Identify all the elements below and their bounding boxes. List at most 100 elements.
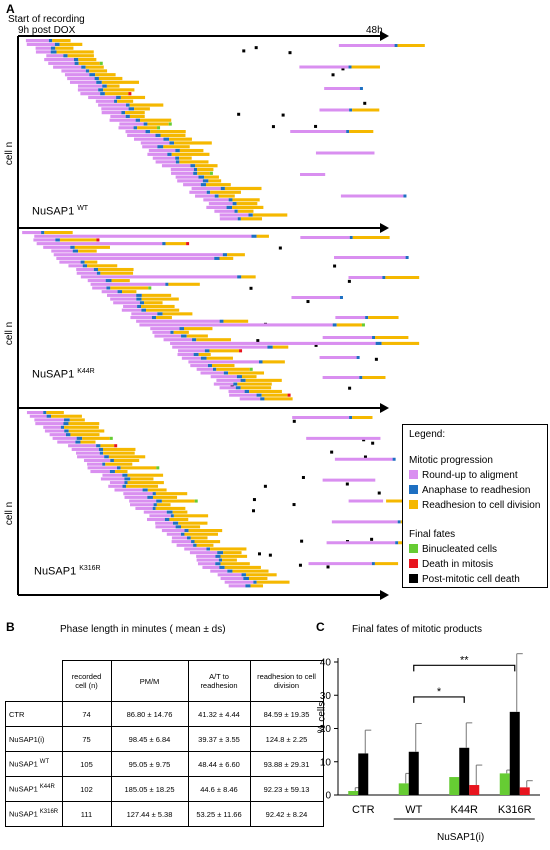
x-tick-label: WT <box>405 804 422 816</box>
postmitotic-death-mark <box>306 300 310 304</box>
roundup-bar <box>203 198 229 202</box>
row-label-text: NuSAP1 <box>9 759 38 769</box>
late-anaphase-bar <box>359 376 363 379</box>
roundup-bar <box>87 466 117 470</box>
anaphase-bar <box>200 183 206 187</box>
late-readhesion-bar <box>397 44 425 47</box>
late-roundup-bar <box>335 316 366 319</box>
roundup-bar <box>189 551 218 555</box>
anaphase-bar <box>141 308 147 312</box>
roundup-bar <box>101 111 122 115</box>
cell-at: 41.32 ± 4.44 <box>187 701 251 727</box>
cell-rd: 84.59 ± 19.35 <box>249 701 324 727</box>
anaphase-bar <box>136 297 142 301</box>
roundup-bar <box>125 130 146 134</box>
anaphase-bar <box>175 525 181 529</box>
roundup-bar <box>131 312 158 316</box>
roundup-bar <box>61 69 86 73</box>
legend-swatch-roundup <box>409 470 418 479</box>
roundup-bar <box>171 536 188 540</box>
readhesion-bar <box>241 275 256 279</box>
anaphase-bar <box>258 360 263 364</box>
postmitotic-death-mark <box>256 339 260 343</box>
readhesion-bar <box>224 186 262 191</box>
readhesion-bar <box>103 88 135 92</box>
roundup-bar <box>196 554 216 558</box>
anaphase-bar <box>63 422 69 426</box>
anaphase-bar <box>145 130 151 134</box>
anaphase-bar <box>99 451 104 455</box>
postmitotic-death-mark <box>242 49 246 53</box>
readhesion-bar <box>223 551 242 555</box>
readhesion-bar <box>137 126 158 130</box>
late-anaphase-bar <box>339 296 343 299</box>
readhesion-bar <box>222 558 237 562</box>
anaphase-bar <box>217 551 224 555</box>
readhesion-bar <box>70 433 100 437</box>
anaphase-bar <box>124 481 128 485</box>
bar <box>469 785 480 795</box>
readhesion-bar <box>155 492 188 496</box>
cell-pm: 95.05 ± 9.75 <box>110 751 189 777</box>
roundup-bar <box>33 238 56 242</box>
anaphase-bar <box>64 429 69 433</box>
readhesion-bar <box>195 164 218 168</box>
late-roundup-bar <box>315 151 375 155</box>
death-mitosis-mark <box>239 349 243 353</box>
readhesion-bar <box>95 73 116 77</box>
anaphase-bar <box>41 231 45 235</box>
roundup-bar <box>87 279 106 283</box>
late-readhesion-bar <box>352 108 380 112</box>
legend-item-anaphase: Anaphase to readhesion <box>409 485 530 497</box>
readhesion-bar <box>180 525 201 529</box>
postmitotic-death-mark <box>314 124 318 128</box>
cell-rd: 124.8 ± 2.25 <box>249 726 324 752</box>
readhesion-bar <box>108 455 146 459</box>
readhesion-bar <box>146 308 180 312</box>
readhesion-bar <box>262 360 285 364</box>
late-readhesion-bar <box>352 416 373 419</box>
anaphase-bar <box>220 186 225 191</box>
anaphase-bar <box>133 126 138 130</box>
roundup-bar <box>206 205 227 210</box>
readhesion-bar <box>198 352 211 357</box>
roundup-bar <box>219 213 249 217</box>
roundup-bar <box>228 584 246 588</box>
roundup-bar <box>100 477 125 481</box>
table-row: NuSAP1 WT 105 95.05 ± 9.75 48.44 ± 6.60 9… <box>5 751 324 777</box>
legend-item-death-mitosis: Death in mitosis <box>409 559 493 571</box>
anaphase-bar <box>102 462 106 466</box>
row-label: CTR <box>5 701 63 727</box>
readhesion-bar <box>141 304 175 309</box>
postmitotic-death-mark <box>330 450 334 454</box>
death-mitosis-mark <box>186 242 190 246</box>
table-header-row: recorded cell (n) PM/M A/T to readhesion… <box>5 660 324 702</box>
table-header-at: A/T to readhesion <box>187 660 251 702</box>
roundup-bar <box>210 375 237 379</box>
legend-item-postmitotic-label: Post-mitotic cell death <box>422 574 520 585</box>
track-ylabel-1: cell n <box>4 141 16 166</box>
readhesion-bar <box>165 242 187 246</box>
death-mitosis-mark <box>287 393 291 397</box>
chart-title: Final fates of mitotic products <box>352 624 483 635</box>
track-label-wt-sup: WT <box>77 205 89 212</box>
legend-swatch-readhesion <box>409 500 418 509</box>
roundup-bar <box>90 470 110 474</box>
readhesion-bar <box>105 462 133 466</box>
significance-label: * <box>437 686 442 698</box>
roundup-bar <box>161 164 191 168</box>
anaphase-bar <box>156 499 162 503</box>
roundup-bar <box>219 217 238 221</box>
postmitotic-death-mark <box>377 491 381 495</box>
roundup-bar <box>57 440 76 444</box>
anaphase-bar <box>82 264 88 268</box>
readhesion-bar <box>184 532 218 536</box>
readhesion-bar <box>186 334 208 338</box>
track-label-k44r-sup: K44R <box>77 368 95 375</box>
readhesion-bar <box>111 279 130 283</box>
roundup-bar <box>196 558 219 562</box>
readhesion-bar <box>219 256 234 260</box>
postmitotic-death-mark <box>292 503 296 507</box>
postmitotic-death-mark <box>237 112 241 116</box>
anaphase-bar <box>104 455 109 459</box>
